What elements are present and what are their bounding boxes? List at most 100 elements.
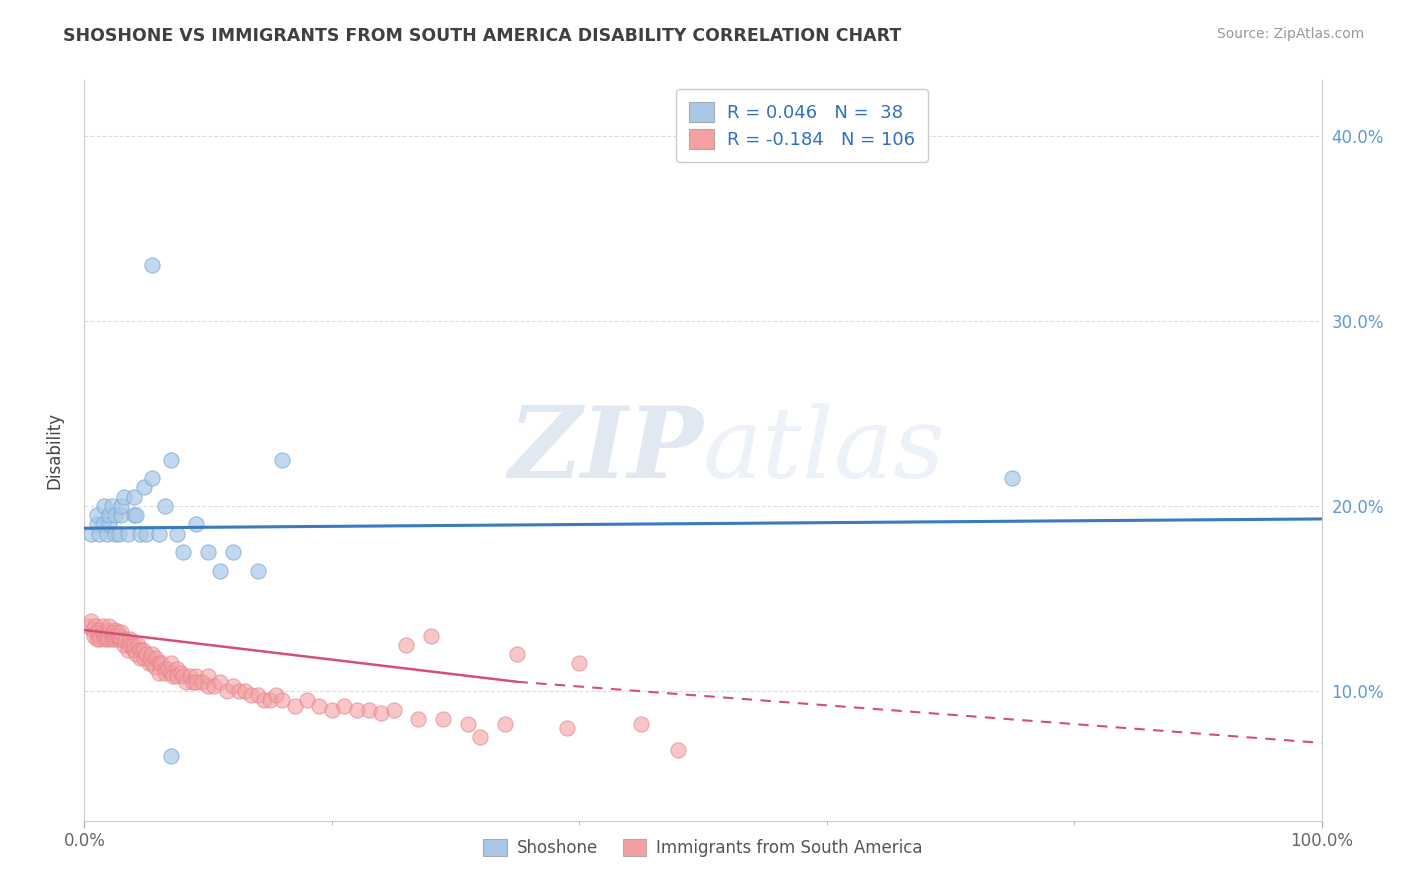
Point bbox=[129, 650, 152, 665]
Point bbox=[346, 703, 368, 717]
Point bbox=[93, 499, 115, 513]
Point bbox=[94, 632, 117, 647]
Point bbox=[91, 619, 114, 633]
Point bbox=[93, 628, 115, 642]
Point bbox=[166, 662, 188, 676]
Point bbox=[141, 657, 163, 671]
Point bbox=[122, 638, 145, 652]
Point bbox=[179, 669, 201, 683]
Text: ZIP: ZIP bbox=[508, 402, 703, 499]
Point bbox=[240, 688, 263, 702]
Point bbox=[138, 657, 160, 671]
Point bbox=[84, 619, 107, 633]
Point bbox=[172, 545, 194, 559]
Point bbox=[246, 688, 269, 702]
Point bbox=[246, 564, 269, 578]
Point bbox=[135, 647, 157, 661]
Point bbox=[160, 452, 183, 467]
Point bbox=[114, 632, 136, 647]
Point bbox=[630, 717, 652, 731]
Point bbox=[104, 632, 127, 647]
Point bbox=[166, 669, 188, 683]
Point bbox=[184, 517, 207, 532]
Point bbox=[86, 508, 108, 523]
Point bbox=[117, 638, 139, 652]
Point bbox=[170, 665, 193, 680]
Point bbox=[141, 259, 163, 273]
Point bbox=[108, 628, 131, 642]
Point bbox=[172, 669, 194, 683]
Point bbox=[233, 684, 256, 698]
Point bbox=[1001, 471, 1024, 485]
Point bbox=[108, 526, 131, 541]
Point bbox=[79, 614, 101, 628]
Point bbox=[568, 657, 591, 671]
Point bbox=[470, 731, 492, 745]
Point bbox=[141, 471, 163, 485]
Point bbox=[82, 623, 104, 637]
Point bbox=[89, 623, 111, 637]
Point bbox=[86, 632, 108, 647]
Point bbox=[197, 669, 219, 683]
Point bbox=[382, 703, 405, 717]
Point bbox=[96, 623, 118, 637]
Point bbox=[89, 526, 111, 541]
Point bbox=[103, 628, 125, 642]
Point bbox=[120, 632, 142, 647]
Point bbox=[408, 712, 430, 726]
Point bbox=[666, 743, 689, 757]
Point bbox=[117, 526, 139, 541]
Point bbox=[370, 706, 392, 721]
Text: atlas: atlas bbox=[703, 403, 946, 498]
Point bbox=[125, 508, 148, 523]
Point bbox=[295, 693, 318, 707]
Point bbox=[191, 674, 214, 689]
Point bbox=[112, 490, 135, 504]
Point bbox=[153, 499, 176, 513]
Point bbox=[89, 628, 111, 642]
Text: Source: ZipAtlas.com: Source: ZipAtlas.com bbox=[1216, 27, 1364, 41]
Point bbox=[197, 545, 219, 559]
Point bbox=[112, 638, 135, 652]
Point bbox=[202, 679, 225, 693]
Point bbox=[129, 643, 152, 657]
Point bbox=[96, 628, 118, 642]
Point bbox=[86, 517, 108, 532]
Point bbox=[222, 679, 245, 693]
Point bbox=[160, 657, 183, 671]
Point bbox=[117, 643, 139, 657]
Point bbox=[419, 628, 441, 642]
Point bbox=[105, 628, 128, 642]
Point bbox=[432, 712, 454, 726]
Point bbox=[357, 703, 380, 717]
Point bbox=[131, 643, 153, 657]
Point bbox=[100, 632, 122, 647]
Point bbox=[110, 508, 132, 523]
Y-axis label: Disability: Disability bbox=[45, 412, 63, 489]
Point bbox=[148, 657, 170, 671]
Point bbox=[79, 526, 101, 541]
Point bbox=[321, 703, 343, 717]
Point bbox=[157, 662, 180, 676]
Point bbox=[141, 647, 163, 661]
Point bbox=[253, 693, 276, 707]
Point bbox=[91, 517, 114, 532]
Point bbox=[100, 499, 122, 513]
Point bbox=[166, 526, 188, 541]
Point bbox=[150, 657, 173, 671]
Point bbox=[457, 717, 479, 731]
Point bbox=[77, 619, 100, 633]
Point bbox=[215, 684, 238, 698]
Text: SHOSHONE VS IMMIGRANTS FROM SOUTH AMERICA DISABILITY CORRELATION CHART: SHOSHONE VS IMMIGRANTS FROM SOUTH AMERIC… bbox=[63, 27, 901, 45]
Point bbox=[98, 624, 121, 639]
Point bbox=[333, 698, 356, 713]
Point bbox=[122, 643, 145, 657]
Point bbox=[100, 628, 122, 642]
Point bbox=[555, 721, 578, 735]
Point bbox=[97, 632, 120, 647]
Point bbox=[127, 638, 149, 652]
Point bbox=[209, 674, 232, 689]
Point bbox=[132, 650, 155, 665]
Point bbox=[89, 632, 111, 647]
Point bbox=[506, 647, 529, 661]
